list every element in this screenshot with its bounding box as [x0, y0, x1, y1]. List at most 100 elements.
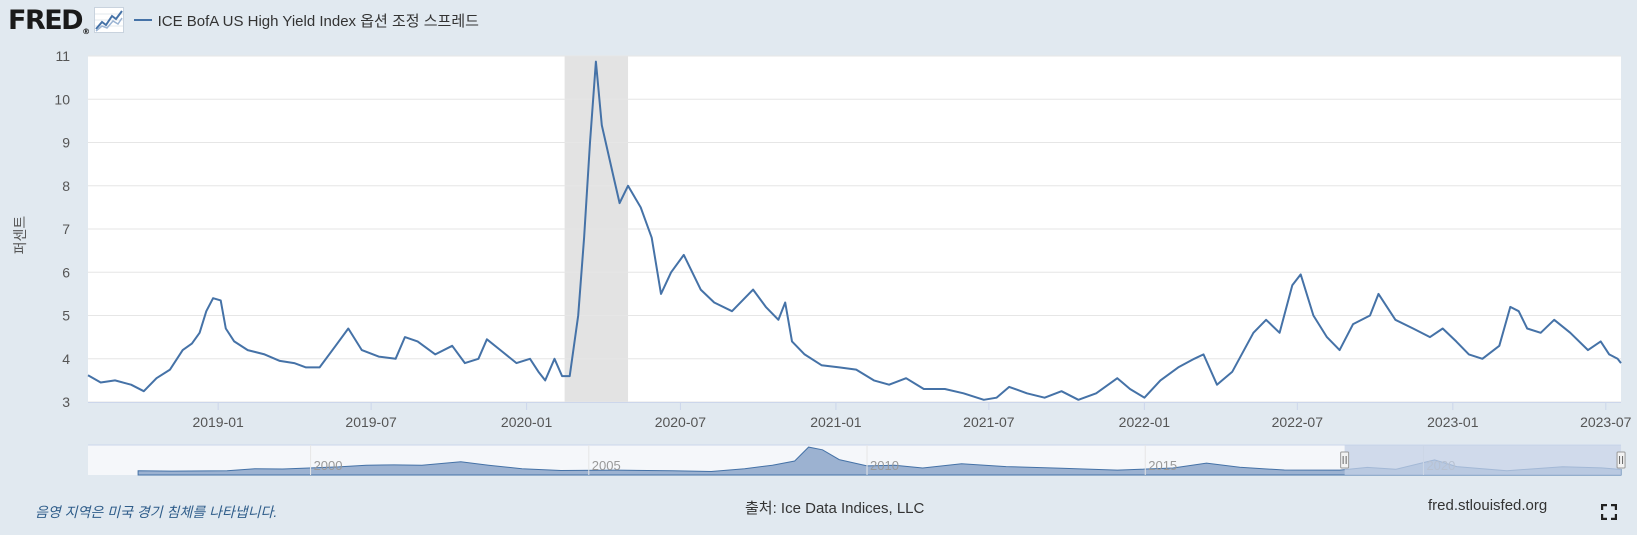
data-point[interactable] [559, 373, 565, 379]
data-point[interactable] [658, 291, 664, 297]
data-point[interactable] [617, 200, 623, 206]
data-point[interactable] [1141, 395, 1147, 401]
data-point[interactable] [1298, 271, 1304, 277]
data-point[interactable] [981, 397, 987, 403]
data-point[interactable] [98, 380, 104, 386]
fullscreen-icon[interactable] [1600, 503, 1618, 521]
data-point[interactable] [1410, 325, 1416, 331]
data-point[interactable] [317, 364, 323, 370]
data-point[interactable] [1585, 347, 1591, 353]
data-point[interactable] [497, 347, 503, 353]
series-line-group[interactable] [85, 59, 1624, 403]
data-point[interactable] [819, 362, 825, 368]
data-point[interactable] [921, 386, 927, 392]
data-point[interactable] [1127, 386, 1133, 392]
data-point[interactable] [376, 354, 382, 360]
data-point[interactable] [1606, 351, 1612, 357]
data-point[interactable] [1042, 395, 1048, 401]
data-point[interactable] [587, 140, 593, 146]
data-point[interactable] [1375, 291, 1381, 297]
data-point[interactable] [277, 358, 283, 364]
data-point[interactable] [535, 369, 541, 375]
data-point[interactable] [750, 287, 756, 293]
data-point[interactable] [1310, 313, 1316, 319]
navigator-right-handle[interactable] [1616, 451, 1626, 469]
data-point[interactable] [218, 297, 224, 303]
data-point[interactable] [638, 204, 644, 210]
data-point[interactable] [415, 338, 421, 344]
data-point[interactable] [1618, 360, 1624, 366]
range-navigator[interactable]: 20002005201020152020 [88, 444, 1626, 476]
data-point[interactable] [605, 148, 611, 154]
data-point[interactable] [782, 300, 788, 306]
data-point[interactable] [203, 308, 209, 314]
data-point[interactable] [1006, 384, 1012, 390]
data-point[interactable] [1214, 382, 1220, 388]
data-point[interactable] [1157, 377, 1163, 383]
data-point[interactable] [567, 373, 573, 379]
data-point[interactable] [789, 338, 795, 344]
data-point[interactable] [223, 325, 229, 331]
data-point[interactable] [668, 269, 674, 275]
data-point[interactable] [449, 343, 455, 349]
data-point[interactable] [1440, 325, 1446, 331]
data-point[interactable] [112, 377, 118, 383]
data-point[interactable] [291, 360, 297, 366]
data-point[interactable] [681, 252, 687, 258]
data-point[interactable] [333, 343, 339, 349]
data-point[interactable] [1479, 356, 1485, 362]
data-point[interactable] [711, 300, 717, 306]
data-point[interactable] [836, 364, 842, 370]
data-point[interactable] [359, 347, 365, 353]
data-point[interactable] [1551, 317, 1557, 323]
data-point[interactable] [1350, 321, 1356, 327]
data-point[interactable] [1024, 390, 1030, 396]
data-point[interactable] [345, 325, 351, 331]
data-point[interactable] [942, 386, 948, 392]
data-point[interactable] [167, 367, 173, 373]
data-point[interactable] [1191, 356, 1197, 362]
data-point[interactable] [128, 382, 134, 388]
data-point[interactable] [1538, 330, 1544, 336]
data-point[interactable] [593, 59, 599, 65]
data-point[interactable] [402, 334, 408, 340]
data-point[interactable] [599, 122, 605, 128]
data-point[interactable] [1453, 338, 1459, 344]
navigator-left-handle[interactable] [1340, 451, 1350, 469]
data-point[interactable] [886, 382, 892, 388]
data-point[interactable] [1507, 304, 1513, 310]
data-point[interactable] [85, 372, 91, 378]
data-point[interactable] [1496, 343, 1502, 349]
data-point[interactable] [1250, 330, 1256, 336]
data-point[interactable] [1289, 282, 1295, 288]
data-point[interactable] [1229, 369, 1235, 375]
legend[interactable]: ICE BofA US High Yield Index 옵션 조정 스프레드 [133, 10, 479, 31]
data-point[interactable] [393, 356, 399, 362]
data-point[interactable] [1367, 313, 1373, 319]
data-point[interactable] [432, 351, 438, 357]
data-point[interactable] [1114, 375, 1120, 381]
data-point[interactable] [1466, 351, 1472, 357]
data-point[interactable] [231, 338, 237, 344]
data-point[interactable] [871, 377, 877, 383]
data-point[interactable] [729, 308, 735, 314]
data-point[interactable] [611, 174, 617, 180]
data-point[interactable] [1075, 397, 1081, 403]
series-line[interactable] [87, 60, 1622, 401]
data-point[interactable] [853, 367, 859, 373]
fred-logo[interactable]: FRED® [8, 5, 92, 36]
data-point[interactable] [1093, 390, 1099, 396]
data-point[interactable] [763, 304, 769, 310]
data-point[interactable] [698, 287, 704, 293]
data-point[interactable] [1337, 347, 1343, 353]
data-point[interactable] [1201, 351, 1207, 357]
data-point[interactable] [262, 351, 268, 357]
data-point[interactable] [551, 356, 557, 362]
navigator-selection[interactable] [1344, 445, 1622, 475]
data-point[interactable] [993, 395, 999, 401]
data-point[interactable] [961, 390, 967, 396]
data-point[interactable] [1427, 334, 1433, 340]
data-point[interactable] [513, 360, 519, 366]
data-point[interactable] [153, 375, 159, 381]
data-point[interactable] [189, 341, 195, 347]
